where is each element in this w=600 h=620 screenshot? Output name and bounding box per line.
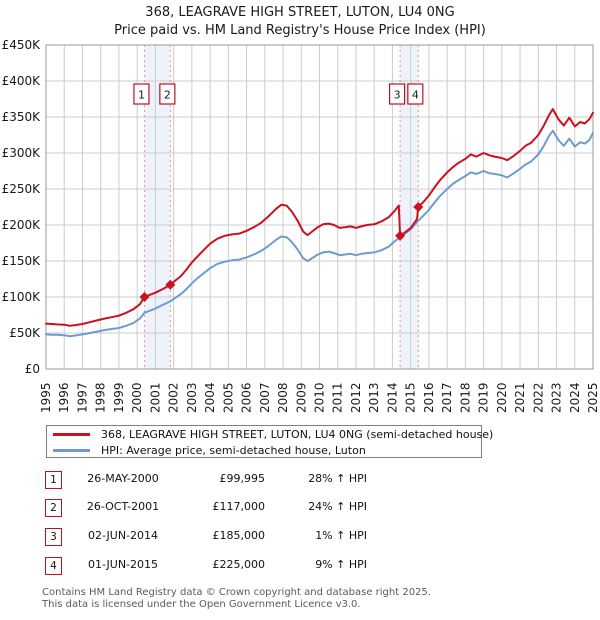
y-tick-label: £300K [2,146,42,160]
transaction-hpi-delta: 24% ↑ HPI [308,500,367,513]
sale-label-number: 2 [164,89,171,102]
x-tick-label: 2021 [513,382,527,413]
legend-item-hpi: HPI: Average price, semi-detached house,… [47,443,481,458]
legend-item-price-paid: 368, LEAGRAVE HIGH STREET, LUTON, LU4 0N… [47,427,493,442]
x-tick-label: 2007 [258,382,272,413]
y-tick-label: £400K [2,74,42,88]
x-tick-label: 2016 [422,382,436,413]
sale-marker [165,279,176,290]
plot-border [45,44,594,370]
transaction-hpi-delta: 9% ↑ HPI [315,558,367,571]
x-tick-label: 2002 [167,382,181,413]
x-tick-label: 2015 [404,382,418,413]
x-tick-label: 2017 [440,382,454,413]
x-tick-label: 2012 [349,382,363,413]
sale-label-box [159,83,176,105]
transaction-price: £185,000 [212,529,266,542]
table-row: 1 26-MAY-2000 £99,995 28% ↑ HPI [45,471,415,491]
sale-label-box [407,83,424,105]
x-tick-label: 2009 [294,382,308,413]
x-tick-label: 2018 [458,382,472,413]
hpi-line-swatch [53,449,90,452]
x-tick-label: 2023 [550,382,564,413]
sale-label-number: 1 [138,89,145,102]
y-tick-label: £0 [25,362,40,376]
table-row: 2 26-OCT-2001 £117,000 24% ↑ HPI [45,499,415,519]
x-tick-label: 2004 [203,382,217,413]
footer-line-2: This data is licensed under the Open Gov… [42,598,361,610]
sale-label-number: 4 [412,89,419,102]
x-tick-label: 1995 [39,382,53,413]
sale-marker [395,230,406,241]
sale-marker [413,202,424,212]
x-tick-label: 2006 [240,382,254,413]
y-tick-label: £450K [2,40,42,52]
x-tick-label: 2019 [477,382,491,413]
sale-label-box [388,83,406,105]
sale-band [400,45,419,369]
transaction-price: £117,000 [212,500,266,513]
y-tick-label: £50K [9,326,41,340]
x-tick-label: 1998 [94,382,108,413]
transaction-hpi-delta: 1% ↑ HPI [315,529,367,542]
license-footer: Contains HM Land Registry data © Crown c… [42,587,431,610]
price-chart: 1 2 3 4 £0 £50K £100K £150K £200K £250K £300K £350K… [2,40,600,413]
transaction-date: 01-JUN-2015 [87,558,159,571]
x-tick-label: 2020 [495,382,509,413]
transaction-hpi-delta: 28% ↑ HPI [308,472,367,485]
page-subtitle: Price paid vs. HM Land Registry's House … [114,23,486,38]
table-row: 4 01-JUN-2015 £225,000 9% ↑ HPI [45,557,415,577]
transaction-number-badge: 1 [45,471,62,489]
transaction-price: £99,995 [219,472,266,485]
transaction-date: 02-JUN-2014 [87,529,159,542]
hpi-line [45,129,594,338]
y-tick-label: £100K [2,290,42,304]
transaction-date: 26-MAY-2000 [87,472,159,485]
sale-label-box [133,83,150,105]
chart-legend: 368, LEAGRAVE HIGH STREET, LUTON, LU4 0N… [46,425,493,458]
y-tick-label: £200K [2,218,42,232]
y-tick-label: £250K [2,182,42,196]
x-tick-label: 2008 [276,382,290,413]
legend-label-price-paid: 368, LEAGRAVE HIGH STREET, LUTON, LU4 0N… [101,428,494,441]
transaction-number-badge: 2 [45,499,62,517]
x-tick-label: 2005 [221,382,235,413]
x-tick-label: 2000 [130,382,144,413]
sale-label-number: 3 [394,89,401,102]
transaction-number-badge: 4 [45,557,62,575]
x-tick-label: 1996 [57,382,71,413]
x-tick-label: 2013 [367,382,381,413]
x-tick-label: 1997 [75,382,89,413]
x-tick-label: 2022 [531,382,545,413]
x-tick-label: 2025 [586,382,600,413]
x-tick-label: 2011 [331,382,345,413]
footer-line-1: Contains HM Land Registry data © Crown c… [42,587,431,598]
transaction-date: 26-OCT-2001 [86,500,160,513]
page-title: 368, LEAGRAVE HIGH STREET, LUTON, LU4 0N… [145,5,455,20]
legend-label-hpi: HPI: Average price, semi-detached house,… [101,444,366,457]
x-tick-label: 2014 [385,382,399,413]
x-tick-label: 2010 [313,382,327,413]
y-tick-label: £150K [2,254,42,268]
x-tick-label: 2001 [148,382,162,413]
x-tick-label: 2003 [185,382,199,413]
transaction-price: £225,000 [212,558,266,571]
transaction-number-badge: 3 [45,528,62,546]
x-tick-label: 2024 [568,382,582,413]
y-tick-label: £350K [2,110,42,124]
price-paid-line-swatch [53,433,90,436]
x-tick-label: 1999 [112,382,126,413]
table-row: 3 02-JUN-2014 £185,000 1% ↑ HPI [45,528,415,548]
sale-marker [139,292,150,302]
